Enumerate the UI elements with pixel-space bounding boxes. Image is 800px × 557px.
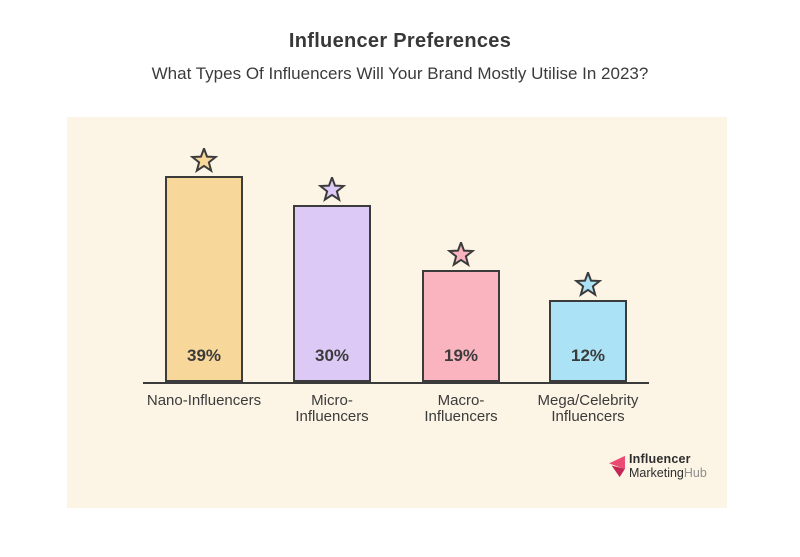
axis-label-micro-influencers: Micro- Influencers [247,393,417,425]
influencer-marketinghub-logo-icon [609,455,625,478]
axis-label-line: Influencers [424,408,498,425]
logo-text: Influencer MarketingHub [629,452,707,480]
bar-value-label: 30% [314,346,350,365]
x-axis-line [143,382,649,384]
axis-label-macro-influencers: Macro- Influencers [376,393,546,425]
axis-label-nano-influencers: Nano-Influencers [119,393,289,409]
bar-micro-influencers: 30% [293,205,371,382]
axis-label-line: Macro- [437,392,485,409]
axis-label-line: Micro- [311,392,353,409]
axis-label-line: Influencers [295,408,369,425]
star-icon [190,148,218,173]
star-shape [190,148,218,173]
logo-text-marketing: Marketing [629,466,684,480]
bar-nano-influencers: 39% [165,176,243,382]
influencer-marketinghub-logo: Influencer MarketingHub [608,452,707,480]
chart-panel: 39% 30% 19% 12% Nano-Influencers Micro- … [67,117,727,508]
bar-mega-celebrity-influencers: 12% [549,300,627,382]
star-shape [447,242,475,267]
star-shape [574,272,602,297]
bar-value-label: 39% [186,346,222,365]
logo-text-marketinghub: MarketingHub [629,466,707,480]
star-shape [318,177,346,202]
axis-label-line: Mega/Celebrity [537,392,639,409]
page-subtitle: What Types Of Influencers Will Your Bran… [151,64,649,83]
logo-text-influencer: Influencer [629,452,691,466]
axis-label-line: Nano-Influencers [146,392,262,409]
star-icon [574,272,602,297]
bar-value-label: 19% [443,346,479,365]
page-title: Influencer Preferences [288,30,512,52]
axis-label-mega-celebrity-influencers: Mega/Celebrity Influencers [503,393,673,425]
star-icon [447,242,475,267]
axis-label-line: Influencers [551,408,625,425]
star-icon [318,177,346,202]
logo-text-hub: Hub [683,466,707,480]
bar-macro-influencers: 19% [422,270,500,382]
bar-value-label: 12% [570,346,606,365]
